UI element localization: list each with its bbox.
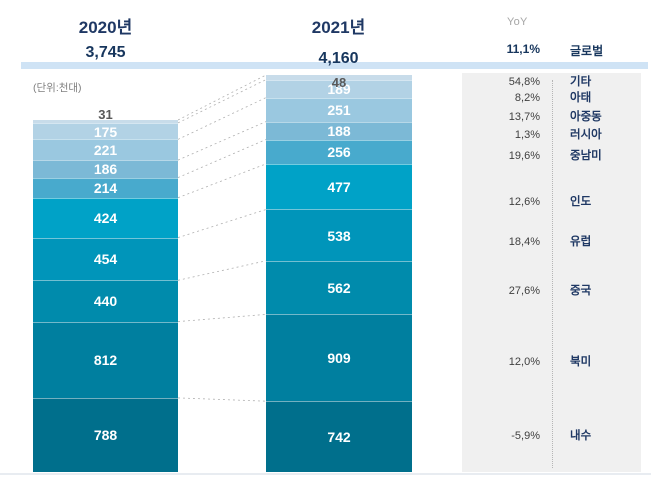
column-header-2020: 2020년 bbox=[78, 18, 133, 37]
region-label-africa-middle-east: 아중동 bbox=[570, 111, 602, 123]
bar-segment-asia-pacific: 189 bbox=[266, 79, 412, 98]
segment-value-north-america: 909 bbox=[327, 350, 351, 367]
yoy-row-domestic: -5,9% 내수 bbox=[462, 428, 641, 444]
yoy-value-north-america: 12,0% bbox=[508, 356, 540, 368]
bar-segment-africa-middle-east: 251 bbox=[266, 97, 412, 122]
bar-segment-asia-pacific: 175 bbox=[33, 122, 178, 140]
total-2021: 4,160 bbox=[318, 50, 359, 67]
segment-value-africa-middle-east: 221 bbox=[93, 142, 118, 159]
yoy-value-india: 12,6% bbox=[508, 196, 540, 208]
bar-segment-other bbox=[266, 75, 412, 80]
region-label-domestic: 내수 bbox=[570, 430, 592, 442]
yoy-value-domestic: -5,9% bbox=[511, 430, 540, 442]
global-region-label: 글로벌 bbox=[570, 44, 604, 58]
header-highlight-strip bbox=[21, 62, 648, 69]
segment-value-russia: 188 bbox=[327, 123, 351, 140]
yoy-value-europe: 18,4% bbox=[508, 236, 540, 248]
segment-value-other-outside: 48 bbox=[331, 75, 347, 90]
total-2020: 3,745 bbox=[85, 44, 126, 61]
bar-segment-north-america: 909 bbox=[266, 314, 412, 402]
bar-segment-china: 440 bbox=[33, 280, 178, 322]
yoy-row-china: 27,6% 중국 bbox=[462, 283, 641, 299]
region-label-india: 인도 bbox=[570, 196, 592, 208]
yoy-value-latin-america: 19,6% bbox=[508, 150, 540, 162]
bar-segment-china: 562 bbox=[266, 260, 412, 315]
bar-segment-other bbox=[33, 120, 178, 123]
segment-value-africa-middle-east: 251 bbox=[327, 102, 351, 119]
segment-value-domestic: 742 bbox=[327, 429, 351, 446]
yoy-column-header: YoY bbox=[507, 16, 528, 28]
yoy-value-africa-middle-east: 13,7% bbox=[508, 111, 540, 123]
region-label-china: 중국 bbox=[570, 285, 592, 297]
segment-connector-lines bbox=[178, 74, 266, 402]
segment-value-north-america: 812 bbox=[93, 352, 118, 369]
yoy-value-other: 54,8% bbox=[508, 76, 540, 88]
segment-value-other-outside: 31 bbox=[98, 107, 113, 122]
segment-value-asia-pacific: 175 bbox=[93, 123, 118, 140]
yoy-value-russia: 1,3% bbox=[514, 129, 540, 141]
bar-segment-india: 424 bbox=[33, 197, 178, 238]
bottom-baseline bbox=[0, 473, 651, 475]
segment-value-europe: 538 bbox=[327, 227, 351, 244]
yoy-panel-background bbox=[462, 73, 641, 472]
yoy-row-latin-america: 19,6% 중남미 bbox=[462, 148, 641, 164]
stacked-bar-2021: 189 251 188 256 477 538 562 909 742 bbox=[266, 75, 412, 472]
bar-segment-domestic: 742 bbox=[266, 401, 412, 472]
bar-segment-north-america: 812 bbox=[33, 321, 178, 398]
region-label-europe: 유럽 bbox=[570, 236, 592, 248]
yoy-row-africa-middle-east: 13,7% 아중동 bbox=[462, 109, 641, 125]
segment-value-domestic: 788 bbox=[93, 427, 118, 444]
segment-value-china: 562 bbox=[327, 280, 351, 297]
region-label-russia: 러시아 bbox=[570, 129, 602, 141]
bar-segment-latin-america: 256 bbox=[266, 139, 412, 164]
region-label-latin-america: 중남미 bbox=[570, 150, 602, 162]
region-label-north-america: 북미 bbox=[570, 356, 592, 368]
yoy-row-europe: 18,4% 유럽 bbox=[462, 234, 641, 250]
global-yoy-value: 11,1% bbox=[506, 42, 540, 56]
segment-value-latin-america: 256 bbox=[327, 144, 351, 161]
yoy-row-india: 12,6% 인도 bbox=[462, 194, 641, 210]
segment-value-asia-pacific: 189 bbox=[327, 81, 351, 98]
bar-segment-domestic: 788 bbox=[33, 397, 178, 472]
unit-note: (단위:천대) bbox=[33, 82, 82, 94]
segment-value-india: 424 bbox=[93, 210, 118, 227]
yoy-value-asia-pacific: 8,2% bbox=[514, 92, 540, 104]
segment-value-russia: 186 bbox=[93, 161, 118, 178]
segment-value-europe: 454 bbox=[93, 251, 118, 268]
bar-segment-europe: 454 bbox=[33, 237, 178, 281]
column-header-2021: 2021년 bbox=[311, 18, 366, 37]
yoy-value-china: 27,6% bbox=[508, 285, 540, 297]
yoy-panel-divider bbox=[552, 80, 553, 468]
segment-value-india: 477 bbox=[327, 179, 351, 196]
bar-segment-latin-america: 214 bbox=[33, 177, 178, 198]
bar-segment-russia: 188 bbox=[266, 121, 412, 140]
yoy-row-russia: 1,3% 러시아 bbox=[462, 127, 641, 143]
yoy-row-other: 54,8% 기타 bbox=[462, 74, 641, 90]
yoy-row-north-america: 12,0% 북미 bbox=[462, 354, 641, 370]
stacked-bar-2020: 175 221 186 214 424 454 440 812 788 bbox=[33, 120, 178, 472]
bar-segment-russia: 186 bbox=[33, 160, 178, 178]
bar-segment-india: 477 bbox=[266, 163, 412, 210]
segment-value-latin-america: 214 bbox=[93, 180, 118, 197]
bar-segment-europe: 538 bbox=[266, 209, 412, 261]
region-label-other: 기타 bbox=[570, 76, 592, 88]
yoy-row-asia-pacific: 8,2% 아태 bbox=[462, 90, 641, 106]
region-label-asia-pacific: 아태 bbox=[570, 92, 592, 104]
segment-value-china: 440 bbox=[93, 293, 118, 310]
bar-segment-africa-middle-east: 221 bbox=[33, 139, 178, 161]
